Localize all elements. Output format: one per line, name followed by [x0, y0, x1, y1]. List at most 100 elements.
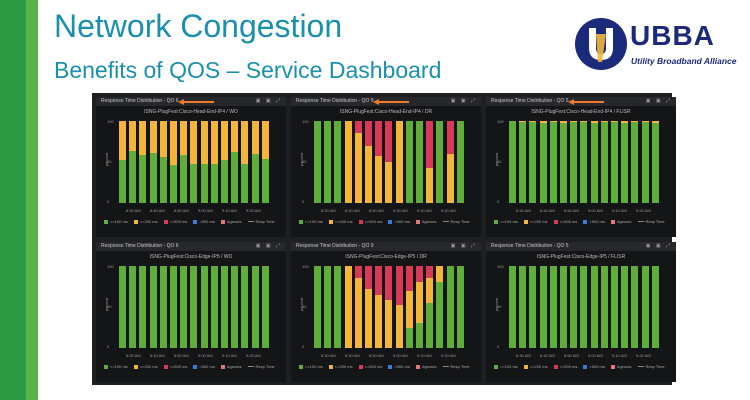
legend-item[interactable]: >500 ms — [388, 219, 410, 224]
bar — [580, 266, 588, 348]
bar-segment — [365, 288, 372, 348]
legend-item[interactable]: Resp Time — [442, 364, 470, 369]
bar — [621, 266, 629, 348]
panel-tools-icon[interactable]: ▣ ▣ ⤢ — [255, 243, 282, 249]
bar — [560, 266, 567, 348]
legend-item[interactable]: <=500 ms — [358, 219, 382, 224]
bar-segment — [221, 159, 228, 203]
legend-item[interactable]: <=500 ms — [553, 219, 577, 224]
bar-segment — [314, 266, 321, 348]
bar-segment — [631, 121, 639, 122]
bar-segment — [446, 266, 454, 348]
legend-item[interactable]: Ageouts — [610, 219, 632, 224]
legend-swatch — [220, 219, 225, 224]
legend-item[interactable]: >500 ms — [583, 364, 605, 369]
legend-item[interactable]: <=500 ms — [163, 219, 187, 224]
legend-item[interactable]: >500 ms — [388, 364, 410, 369]
legend-item[interactable]: Resp Time — [247, 364, 275, 369]
legend-item[interactable]: <=200 ms — [328, 219, 353, 224]
legend-item[interactable]: <=200 ms — [328, 364, 353, 369]
panel-tools-icon[interactable]: ▣ ▣ ⤢ — [255, 98, 282, 104]
legend-label: Ageouts — [421, 219, 437, 224]
legend-item[interactable]: >500 ms — [583, 219, 605, 224]
legend-item[interactable]: Resp Time — [637, 219, 665, 224]
legend-item[interactable]: <=500 ms — [358, 364, 383, 369]
bar — [416, 121, 423, 203]
legend-item[interactable]: <=500 ms — [163, 364, 187, 369]
bar — [149, 121, 157, 203]
bar-segment — [210, 266, 218, 348]
bar — [241, 266, 249, 348]
legend-item[interactable]: Resp Time — [637, 364, 665, 369]
legend-item[interactable]: <=200 ms — [133, 364, 158, 369]
legend-item[interactable]: Ageouts — [415, 364, 437, 369]
panel-tools-icon[interactable]: ▣ ▣ ⤢ — [450, 98, 477, 104]
chart-title: ISNG-PlugFest:Cisco-Edge-IP5 / FLISR — [536, 254, 626, 260]
legend-item[interactable]: <=500 ms — [553, 364, 577, 369]
bar-segment — [539, 266, 547, 348]
panel-tools-icon[interactable]: ▣ ▣ ⤢ — [450, 243, 477, 249]
bar-segment — [190, 121, 198, 164]
panel-tools-icon[interactable]: ▣ ▣ ⤢ — [645, 98, 672, 104]
x-tick-label: 9:00 AM — [588, 353, 603, 358]
bar-segment — [570, 121, 578, 122]
bar — [641, 266, 649, 348]
bar-segment — [631, 266, 639, 348]
chart-panel: Response Time Distribution - QO 5 ▣ ▣ ⤢ IS… — [486, 97, 676, 237]
bar — [395, 266, 403, 348]
legend-item[interactable]: Ageouts — [220, 219, 242, 224]
highlight-arrow-icon — [373, 99, 409, 105]
legend-item[interactable]: <=100 ms — [104, 364, 128, 369]
bar-segment — [324, 266, 332, 348]
legend-item[interactable]: <=100 ms — [299, 364, 323, 369]
legend-item[interactable]: <=100 ms — [299, 219, 323, 224]
legend-item[interactable]: <=100 ms — [494, 364, 518, 369]
bar — [651, 121, 659, 203]
legend-item[interactable]: >500 ms — [193, 364, 215, 369]
y-tick-label: 100 — [107, 264, 114, 269]
legend-swatch — [133, 364, 138, 369]
legend-swatch — [553, 364, 558, 369]
legend-swatch — [220, 364, 225, 369]
bar — [436, 266, 444, 348]
legend-item[interactable]: Ageouts — [415, 219, 437, 224]
legend-item[interactable]: <=100 ms — [494, 219, 518, 224]
legend-item[interactable]: Ageouts — [220, 364, 242, 369]
bar-segment — [241, 163, 249, 203]
bar — [375, 121, 383, 203]
legend-label: <=500 ms — [364, 364, 383, 369]
panel-header: Response Time Distribution - QO 6 ▣ ▣ ⤢ — [96, 242, 286, 251]
x-tick-label: 8:30 AM — [516, 208, 531, 213]
bar-segment — [570, 266, 578, 348]
x-tick-label: 8:30 AM — [321, 353, 336, 358]
legend-item[interactable]: <=100 ms — [104, 219, 128, 224]
legend-item[interactable]: <=200 ms — [523, 219, 548, 224]
stacked-bar-plot — [313, 121, 466, 203]
legend-item[interactable]: Resp Time — [442, 219, 470, 224]
bar-segment — [375, 266, 383, 295]
legend-item[interactable]: Ageouts — [610, 364, 632, 369]
bar-segment — [149, 121, 157, 153]
logo-name: UBBA — [630, 20, 715, 51]
chart-title: ISNG-PlugFest:Cisco-Head-End-IP4 / DR — [339, 109, 433, 115]
legend-swatch — [442, 221, 449, 223]
bar — [210, 266, 218, 348]
legend-label: <=100 ms — [110, 219, 128, 224]
bar-segment — [200, 163, 208, 203]
bar — [560, 121, 567, 203]
x-tick-label: 9:10 AM — [417, 353, 432, 358]
legend-item[interactable]: <=200 ms — [133, 219, 158, 224]
bar-segment — [210, 121, 218, 165]
legend-item[interactable]: Resp Time — [247, 219, 275, 224]
bar-segment — [170, 165, 177, 203]
bar — [631, 266, 639, 348]
bar-segment — [426, 278, 434, 303]
panel-header-title: Response Time Distribution - QO 9 — [296, 98, 374, 104]
bar-segment — [385, 162, 393, 203]
panel-tools-icon[interactable]: ▣ ▣ ⤢ — [645, 243, 672, 249]
legend-item[interactable]: <=200 ms — [523, 364, 548, 369]
x-tick-label: 9:20 AM — [246, 353, 261, 358]
y-tick-label: 50 — [302, 159, 307, 164]
legend-item[interactable]: >500 ms — [193, 219, 215, 224]
bar — [190, 121, 198, 203]
